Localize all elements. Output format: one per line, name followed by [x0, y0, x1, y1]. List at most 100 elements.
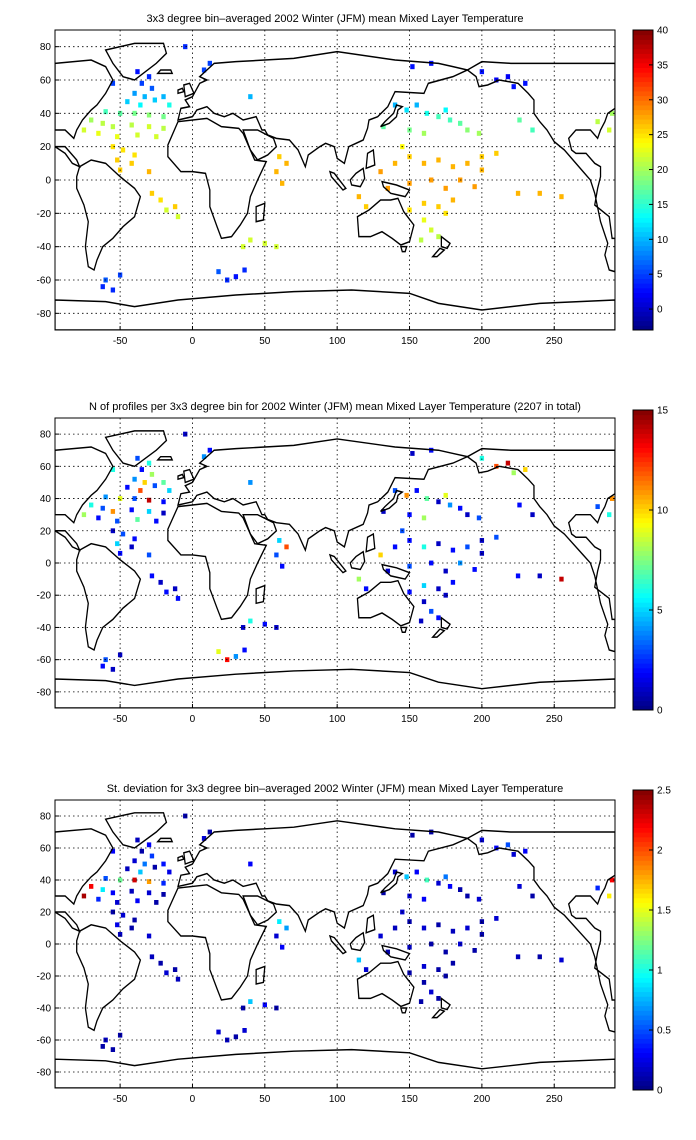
data-cell: [240, 1005, 246, 1011]
colorbar-band: [633, 963, 653, 969]
colorbar-band: [633, 686, 653, 692]
colorbar-band: [633, 452, 653, 458]
data-cell: [115, 518, 120, 524]
data-cell: [559, 194, 564, 200]
data-cell: [146, 74, 152, 80]
colorbar-band: [633, 907, 653, 913]
data-cell: [110, 848, 116, 854]
data-cell: [479, 455, 485, 461]
colorbar-band: [633, 142, 653, 148]
data-cell: [421, 599, 427, 605]
colorbar-band: [633, 818, 653, 824]
data-cell: [207, 829, 213, 835]
y-tick-label: 80: [40, 430, 52, 441]
data-cell: [167, 869, 172, 875]
colorbar-band: [633, 841, 653, 847]
colorbar-tick-label: 2: [657, 846, 663, 857]
data-cell: [110, 1047, 116, 1052]
data-cell: [443, 949, 448, 955]
data-cell: [530, 512, 535, 518]
colorbar-band: [633, 1066, 653, 1072]
colorbar-band: [633, 311, 653, 317]
data-cell: [115, 541, 120, 547]
colorbar-tick-label: 15: [657, 200, 669, 211]
data-cell: [110, 287, 116, 293]
data-cell: [421, 964, 427, 969]
colorbar-band: [633, 827, 653, 833]
colorbar-band: [633, 1080, 653, 1086]
data-cell: [129, 122, 134, 128]
data-cell: [207, 60, 213, 66]
colorbar-band: [633, 62, 653, 68]
data-cell: [164, 589, 169, 595]
colorbar-band: [633, 109, 653, 115]
data-cell: [381, 124, 386, 130]
data-cell: [89, 884, 94, 889]
colorbar-band: [633, 485, 653, 491]
data-cell: [494, 534, 499, 540]
colorbar-tick-label: 5: [657, 270, 663, 281]
data-cell: [443, 592, 448, 598]
data-cell: [274, 169, 279, 175]
data-cell: [410, 64, 415, 70]
colorbar-band: [633, 119, 653, 125]
y-tick-label: -80: [37, 309, 52, 320]
data-cell: [139, 848, 144, 854]
data-cell: [262, 621, 267, 627]
data-cell: [135, 837, 140, 843]
colorbar-band: [633, 222, 653, 228]
colorbar-band: [633, 1038, 653, 1044]
data-cell: [110, 666, 116, 672]
colorbar-band: [633, 569, 653, 575]
colorbar-band: [633, 808, 653, 814]
data-cell: [607, 512, 612, 518]
data-cell: [537, 190, 542, 196]
y-tick-label: 40: [40, 876, 52, 887]
data-cell: [146, 112, 152, 118]
colorbar-band: [633, 250, 653, 256]
data-cell: [609, 877, 615, 883]
data-cell: [135, 132, 140, 138]
data-cell: [404, 107, 409, 113]
panel-title: St. deviation for 3x3 degree bin–average…: [107, 783, 564, 795]
data-cell: [277, 538, 282, 543]
data-cell: [161, 892, 166, 897]
y-tick-label: 40: [40, 109, 52, 120]
data-cell: [149, 573, 155, 579]
data-cell: [280, 563, 285, 569]
colorbar-band: [633, 1057, 653, 1063]
data-cell: [559, 576, 564, 582]
y-tick-label: -20: [37, 209, 52, 220]
data-cell: [511, 84, 516, 90]
data-cell: [429, 989, 434, 995]
x-tick-label: 150: [401, 1094, 418, 1105]
colorbar-band: [633, 897, 653, 903]
data-cell: [110, 509, 116, 514]
y-tick-label: -80: [37, 1068, 52, 1079]
panel-title: N of profiles per 3x3 degree bin for 200…: [89, 401, 581, 413]
data-cell: [515, 573, 521, 579]
colorbar-band: [633, 1019, 653, 1025]
colorbar-tick-label: 0: [657, 1086, 663, 1097]
data-cell: [138, 102, 143, 108]
colorbar-band: [633, 879, 653, 885]
data-cell: [167, 488, 172, 493]
data-cell: [216, 649, 221, 655]
colorbar-band: [633, 1015, 653, 1021]
data-cell: [233, 1034, 239, 1040]
data-cell: [429, 177, 434, 183]
data-cell: [517, 502, 522, 508]
data-cell: [115, 900, 120, 905]
colorbar-band: [633, 273, 653, 279]
data-cell: [284, 544, 289, 550]
data-cell: [183, 44, 188, 50]
data-cell: [120, 147, 126, 153]
data-cell: [494, 916, 499, 921]
colorbar-band: [633, 1000, 653, 1007]
data-cell: [135, 898, 140, 904]
data-cell: [110, 890, 116, 896]
data-cell: [135, 517, 140, 522]
data-cell: [421, 583, 427, 588]
data-cell: [96, 896, 101, 902]
